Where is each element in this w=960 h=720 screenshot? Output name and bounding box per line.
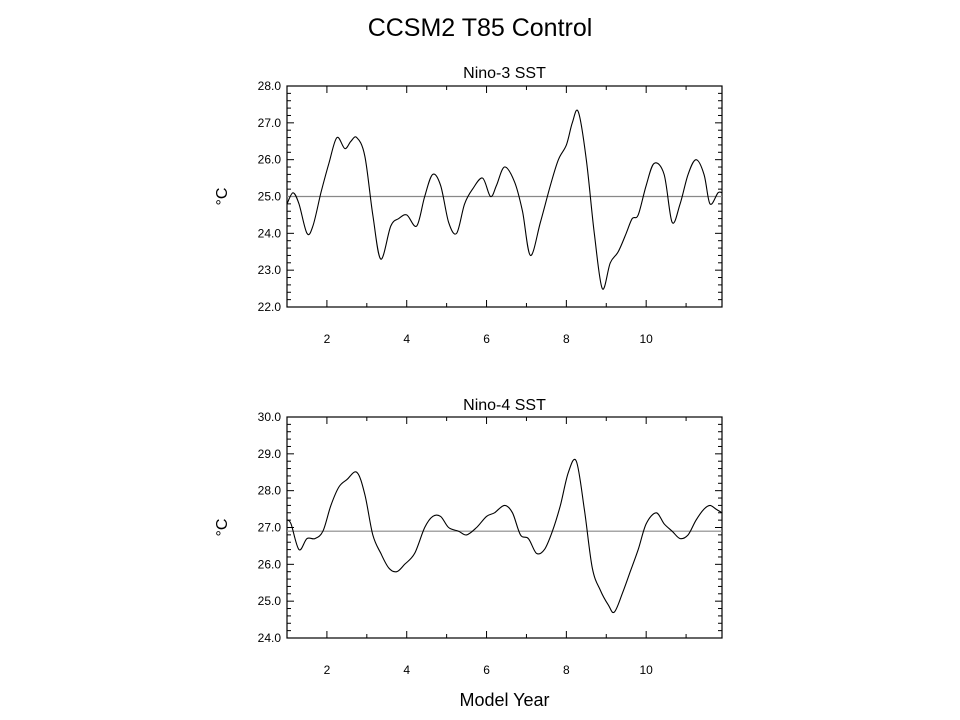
nino3-y-tick-label: 28.0	[258, 79, 282, 93]
nino3-panel: Nino-3 SST 22.0 23.0 24.0 25.0 26.0 27.0 28.0 2 4…	[214, 65, 723, 346]
nino4-y-tick-label: 30.0	[258, 410, 282, 424]
nino3-y-axis-label: °C	[214, 188, 231, 206]
nino4-y-tick-label: 24.0	[258, 631, 282, 645]
nino4-x-tick-label: 10	[639, 663, 653, 677]
nino3-y-tick-label: 24.0	[258, 226, 282, 240]
nino4-y-tick-label: 26.0	[258, 557, 282, 571]
nino3-y-tick-label: 25.0	[258, 190, 282, 204]
nino4-x-tick-label: 6	[483, 663, 490, 677]
nino3-y-tick-label: 27.0	[258, 116, 282, 130]
nino3-x-tick-label: 10	[639, 332, 653, 346]
nino3-x-tick-label: 6	[483, 332, 490, 346]
nino4-sst-line	[286, 458, 723, 614]
nino4-y-axis-label: °C	[214, 519, 231, 537]
nino3-y-tick-label: 23.0	[258, 263, 282, 277]
nino4-title: Nino-4 SST	[463, 397, 546, 414]
nino4-x-tick-label: 8	[563, 663, 570, 677]
nino4-y-tick-label: 27.0	[258, 521, 282, 535]
nino4-x-tick-label: 4	[403, 663, 410, 677]
nino4-y-tick-label: 28.0	[258, 484, 282, 498]
nino4-x-tick-label: 2	[324, 663, 331, 677]
nino4-y-tick-label: 25.0	[258, 594, 282, 608]
nino4-panel: Nino-4 SST 24.0 25.0 26.0 27.0 28.0 29.0 30.0 2 4…	[214, 397, 723, 710]
nino3-y-tick-label: 22.0	[258, 300, 282, 314]
nino3-title: Nino-3 SST	[463, 65, 546, 82]
nino3-sst-line	[286, 109, 723, 290]
nino3-x-tick-label: 8	[563, 332, 570, 346]
nino4-plot-frame	[286, 416, 723, 639]
figure-title: CCSM2 T85 Control	[367, 14, 593, 42]
nino4-y-tick-label: 29.0	[258, 447, 282, 461]
nino3-x-tick-label: 4	[403, 332, 410, 346]
nino4-x-axis-label: Model Year	[459, 690, 549, 710]
nino3-y-tick-label: 26.0	[258, 153, 282, 167]
nino3-x-tick-label: 2	[324, 332, 331, 346]
